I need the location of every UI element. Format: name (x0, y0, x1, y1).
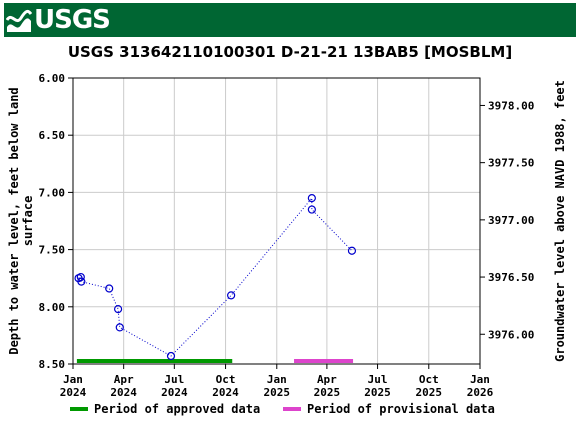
x-tick-month-label: Jan (63, 373, 83, 386)
x-tick-month-label: Jul (164, 373, 184, 386)
right-tick-label: 3977.00 (488, 214, 534, 227)
x-tick-year-label: 2025 (314, 386, 341, 399)
left-tick-label: 8.50 (39, 358, 66, 371)
chart-legend: Period of approved data Period of provis… (0, 402, 580, 420)
x-tick-year-label: 2024 (60, 386, 87, 399)
data-point (347, 246, 357, 255)
data-point (77, 277, 86, 286)
right-axis-title: Groundwater level above NAVD 1988, feet (553, 80, 567, 362)
data-point (115, 323, 124, 332)
data-point (113, 304, 123, 314)
legend-label-approved: Period of approved data (94, 402, 261, 416)
left-tick-label: 6.00 (39, 72, 66, 85)
x-tick-month-label: Jan (470, 373, 490, 386)
legend-swatch-approved (70, 407, 88, 411)
legend-swatch-provisional (283, 407, 301, 411)
right-tick-label: 3976.50 (488, 271, 534, 284)
x-tick-year-label: 2025 (364, 386, 391, 399)
legend-label-provisional: Period of provisional data (307, 402, 495, 416)
x-tick-year-label: 2025 (264, 386, 291, 399)
legend-item-provisional: Period of provisional data (283, 402, 495, 416)
period-bar-provisional (294, 359, 354, 363)
x-tick-year-label: 2026 (467, 386, 494, 399)
usgs-logo-text: USGS (34, 5, 111, 35)
legend-item-approved: Period of approved data (70, 402, 260, 416)
right-tick-label: 3976.00 (488, 328, 534, 341)
left-tick-label: 7.00 (39, 186, 66, 199)
left-tick-label: 8.00 (39, 301, 66, 314)
x-tick-year-label: 2025 (416, 386, 443, 399)
right-tick-label: 3978.00 (488, 99, 534, 112)
x-tick-year-label: 2024 (110, 386, 137, 399)
data-point (307, 194, 316, 203)
left-axis-title: Depth to water level, feet below landsur… (7, 87, 35, 354)
x-tick-month-label: Oct (419, 373, 439, 386)
x-tick-month-label: Apr (114, 373, 134, 386)
x-tick-month-label: Apr (317, 373, 337, 386)
data-point (105, 284, 114, 293)
x-tick-year-label: 2024 (161, 386, 188, 399)
x-tick-year-label: 2024 (212, 386, 239, 399)
left-tick-label: 7.50 (39, 244, 66, 257)
usgs-wave-icon (6, 9, 32, 32)
data-point (307, 205, 316, 214)
right-tick-label: 3977.50 (488, 157, 534, 170)
period-bar-approved (76, 359, 233, 363)
data-point (76, 272, 85, 282)
x-tick-month-label: Oct (216, 373, 236, 386)
data-point (166, 351, 176, 361)
usgs-banner: USGS (0, 0, 580, 40)
x-tick-month-label: Jul (368, 373, 388, 386)
banner-bar (4, 3, 576, 37)
usgs-logo[interactable]: USGS (6, 3, 111, 37)
x-tick-month-label: Jan (267, 373, 287, 386)
chart-title: USGS 313642110100301 D-21-21 13BAB5 [MOS… (67, 43, 513, 61)
left-axis-title-line1: Depth to water level, feet below land (7, 87, 21, 354)
data-point (227, 291, 236, 300)
plot-frame (72, 77, 481, 365)
left-tick-label: 6.50 (39, 129, 66, 142)
left-axis-title-line2: surface (21, 196, 35, 247)
